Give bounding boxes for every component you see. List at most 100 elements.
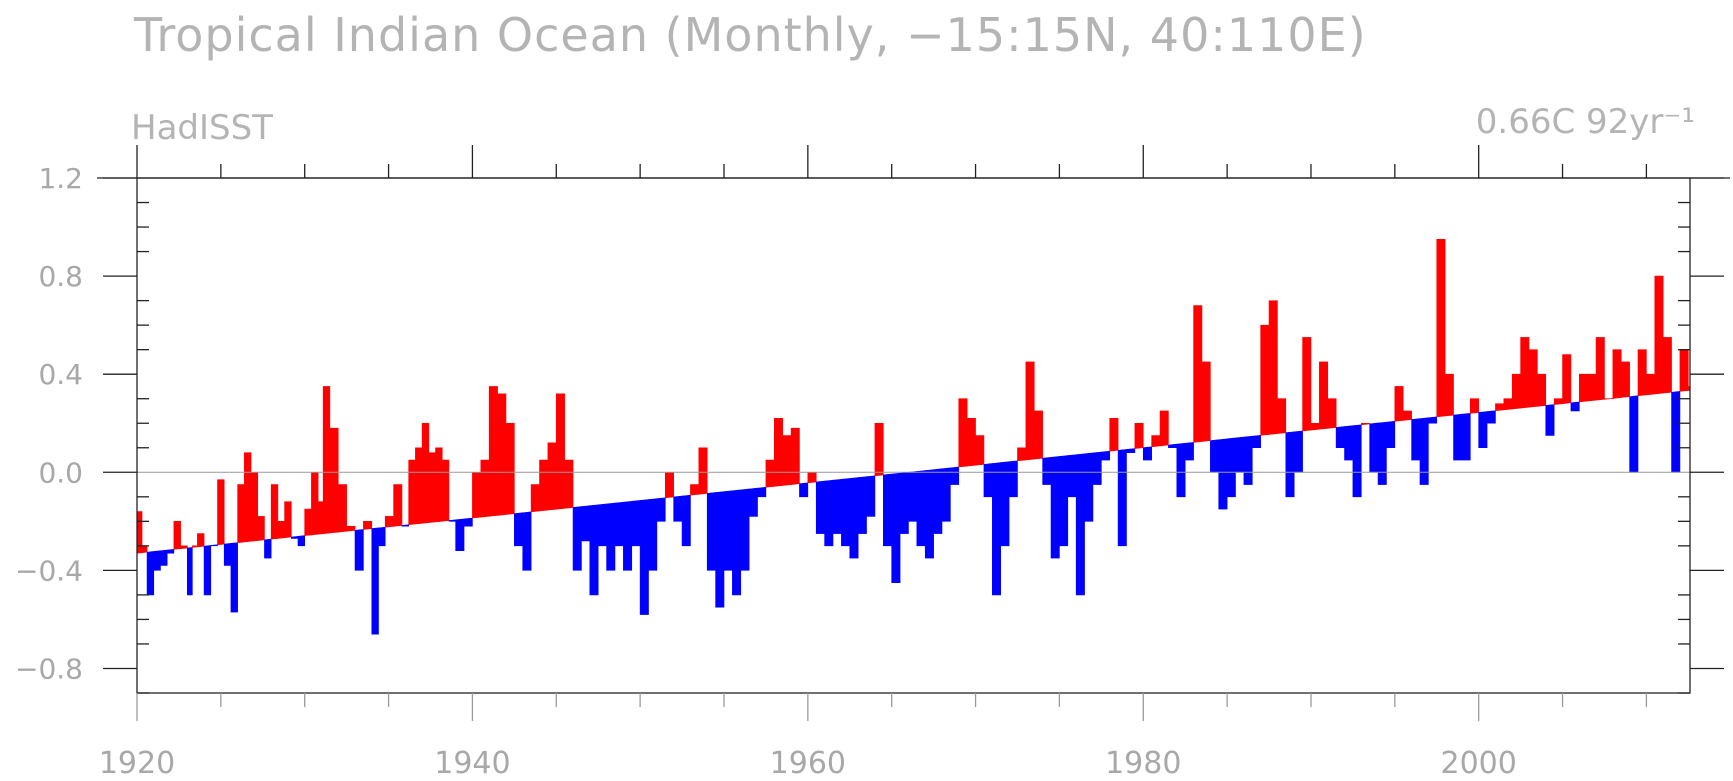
anomaly-bar — [757, 486, 767, 498]
anomaly-bar — [415, 447, 423, 525]
anomaly-bar — [1210, 439, 1220, 473]
anomaly-bar — [137, 511, 143, 554]
anomaly-bar — [765, 459, 775, 488]
anomaly-bar — [421, 422, 430, 524]
anomaly-bar — [1470, 398, 1479, 414]
anomaly-bar — [463, 517, 473, 527]
anomaly-bar — [270, 484, 279, 540]
anomaly-bar — [1478, 411, 1488, 449]
anomaly-bar — [614, 501, 624, 547]
y-tick-label: 0.0 — [38, 456, 83, 489]
chart-title: Tropical Indian Ocean (Monthly, −15:15N,… — [133, 8, 1367, 62]
anomaly-bar — [153, 550, 161, 571]
anomaly-bar — [572, 506, 582, 571]
anomaly-bar — [322, 386, 331, 535]
anomaly-bar — [1168, 443, 1178, 449]
anomaly-bar — [210, 544, 218, 547]
anomaly-bar — [924, 469, 934, 559]
anomaly-bar — [883, 473, 893, 547]
anomaly-bar — [192, 545, 198, 548]
anomaly-bar — [849, 477, 859, 559]
anomaly-bar — [1545, 404, 1555, 436]
anomaly-bar — [141, 545, 148, 554]
anomaly-bar — [564, 459, 574, 509]
anomaly-bar — [773, 418, 783, 487]
anomaly-bar — [983, 463, 993, 498]
anomaly-bar — [1654, 275, 1664, 395]
anomaly-bar — [1444, 373, 1454, 417]
anomaly-bar — [1268, 300, 1278, 435]
anomaly-bar — [1629, 395, 1639, 473]
anomaly-bar — [311, 471, 319, 536]
y-tick-label: −0.8 — [15, 652, 83, 685]
anomaly-bar — [664, 471, 674, 499]
anomaly-bar — [371, 527, 379, 635]
anomaly-bar — [799, 482, 809, 498]
anomaly-bar — [841, 478, 851, 547]
anomaly-bar — [1662, 337, 1672, 394]
anomaly-bar — [547, 442, 557, 511]
anomaly-bar — [908, 471, 918, 522]
anomaly-bar — [1277, 398, 1287, 434]
anomaly-bar — [1243, 435, 1253, 485]
anomaly-bar — [1285, 431, 1295, 498]
anomaly-bar — [1671, 391, 1681, 473]
anomaly-bar — [1411, 418, 1421, 461]
anomaly-bar — [363, 521, 373, 530]
anomaly-bar — [160, 549, 168, 566]
anomaly-bar — [1646, 373, 1656, 396]
anomaly-bar — [1226, 437, 1236, 498]
anomaly-bar — [1637, 349, 1647, 397]
anomaly-bar — [1142, 446, 1152, 461]
anomaly-bar — [497, 393, 507, 516]
anomaly-bar — [329, 427, 339, 534]
anomaly-bar — [230, 542, 238, 613]
anomaly-bar — [1562, 354, 1572, 405]
anomaly-bar — [992, 462, 1002, 596]
y-tick-label: 0.8 — [38, 260, 83, 293]
anomaly-bar — [1604, 398, 1614, 400]
anomaly-bar — [435, 447, 443, 523]
anomaly-bar — [740, 488, 750, 571]
anomaly-bar — [505, 422, 515, 515]
y-tick-label: 0.4 — [38, 358, 83, 391]
anomaly-bar — [555, 393, 565, 510]
anomaly-bar — [1495, 403, 1505, 412]
plot-area — [137, 239, 1690, 635]
anomaly-bar — [297, 535, 306, 547]
anomaly-bar — [384, 516, 394, 528]
anomaly-bar — [1218, 438, 1228, 510]
x-tick-label: 2000 — [1441, 746, 1517, 781]
anomaly-bar — [950, 466, 960, 485]
anomaly-bar — [1679, 349, 1689, 392]
anomaly-bar — [589, 504, 599, 596]
anomaly-bar — [223, 543, 232, 566]
anomaly-bar — [656, 497, 666, 522]
anomaly-bar — [815, 480, 825, 534]
dataset-label: HadISST — [131, 108, 273, 148]
anomaly-bar — [1352, 424, 1362, 498]
anomaly-bar — [264, 538, 272, 559]
anomaly-bar — [690, 484, 700, 496]
anomaly-bar — [1579, 373, 1588, 403]
anomaly-bar — [522, 511, 532, 571]
anomaly-bar — [706, 492, 716, 571]
anomaly-bar — [166, 549, 175, 554]
anomaly-bar — [277, 521, 285, 539]
anomaly-bar — [514, 512, 524, 547]
anomaly-bar — [581, 505, 591, 542]
anomaly-bar — [1310, 422, 1320, 431]
anomaly-bar — [1159, 410, 1169, 447]
anomaly-bar — [623, 500, 633, 571]
anomaly-bar — [146, 551, 155, 596]
anomaly-bar — [639, 499, 649, 615]
anomaly-bar — [1402, 410, 1412, 421]
anomaly-bar — [1184, 442, 1194, 461]
anomaly-bar — [1394, 386, 1404, 422]
anomaly-bar — [1084, 452, 1094, 522]
anomaly-bar — [916, 470, 926, 547]
anomaly-bar — [648, 498, 658, 571]
anomaly-bar — [807, 471, 817, 484]
anomaly-bar — [1587, 373, 1597, 402]
anomaly-bar — [1419, 417, 1429, 485]
